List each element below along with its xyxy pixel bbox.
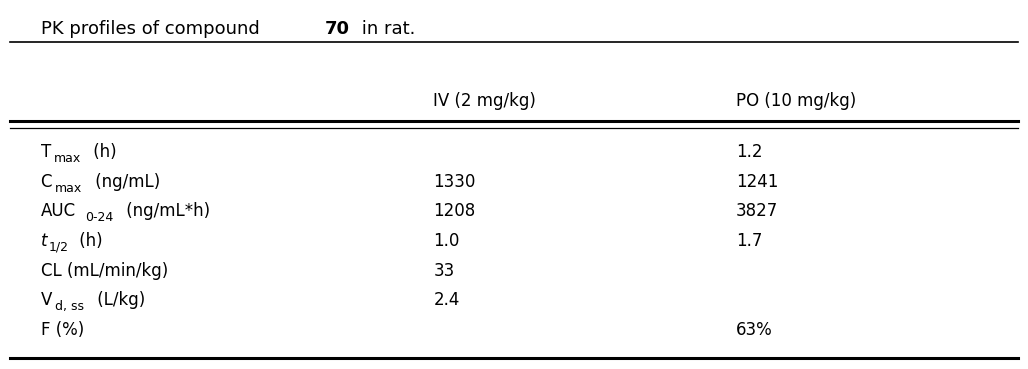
Text: IV (2 mg/kg): IV (2 mg/kg) — [434, 92, 537, 110]
Text: 1.2: 1.2 — [736, 143, 762, 161]
Text: 1330: 1330 — [434, 173, 476, 190]
Text: (L/kg): (L/kg) — [91, 291, 145, 309]
Text: C: C — [40, 173, 52, 190]
Text: PO (10 mg/kg): PO (10 mg/kg) — [736, 92, 856, 110]
Text: in rat.: in rat. — [356, 20, 415, 38]
Text: max: max — [53, 152, 81, 165]
Text: V: V — [40, 291, 51, 309]
Text: 70: 70 — [325, 20, 350, 38]
Text: 33: 33 — [434, 262, 454, 280]
Text: 3827: 3827 — [736, 202, 778, 220]
Text: 2.4: 2.4 — [434, 291, 460, 309]
Text: 63%: 63% — [736, 321, 772, 339]
Text: (ng/mL*h): (ng/mL*h) — [120, 202, 210, 220]
Text: PK profiles of compound: PK profiles of compound — [40, 20, 265, 38]
Text: 1.7: 1.7 — [736, 232, 762, 250]
Text: T: T — [40, 143, 50, 161]
Text: 1/2: 1/2 — [48, 241, 69, 254]
Text: 1208: 1208 — [434, 202, 476, 220]
Text: 1241: 1241 — [736, 173, 778, 190]
Text: d, ss: d, ss — [54, 300, 84, 313]
Text: (h): (h) — [74, 232, 103, 250]
Text: t: t — [40, 232, 47, 250]
Text: CL (mL/min/kg): CL (mL/min/kg) — [40, 262, 168, 280]
Text: F (%): F (%) — [40, 321, 83, 339]
Text: (ng/mL): (ng/mL) — [89, 173, 159, 190]
Text: 1.0: 1.0 — [434, 232, 460, 250]
Text: (h): (h) — [88, 143, 116, 161]
Text: max: max — [56, 182, 82, 194]
Text: 0-24: 0-24 — [85, 211, 113, 224]
Text: AUC: AUC — [40, 202, 76, 220]
